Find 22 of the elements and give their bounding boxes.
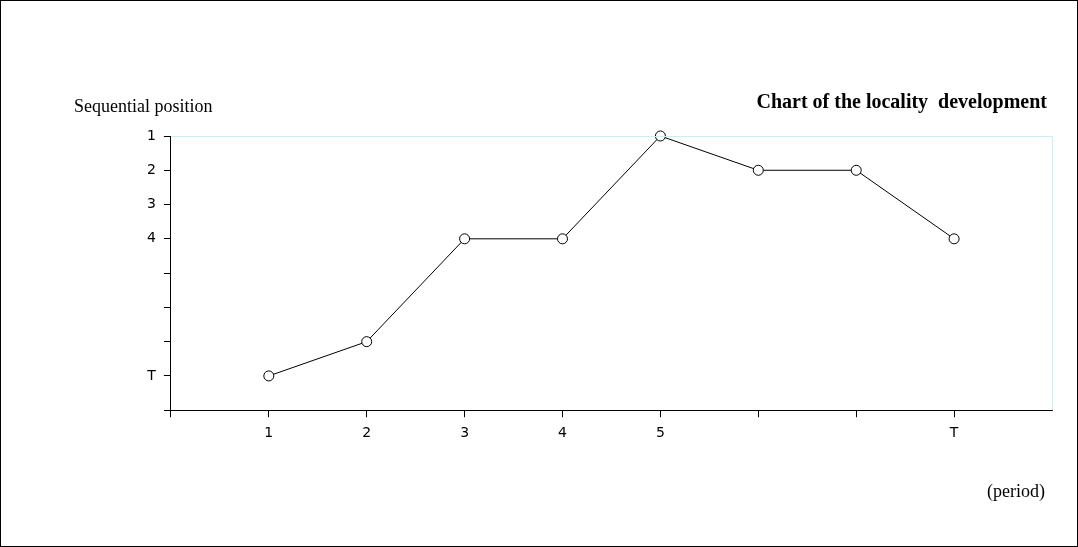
point xyxy=(948,233,960,245)
y-tick-label: 3 xyxy=(146,195,156,212)
x-tick-label: 3 xyxy=(460,424,470,441)
point xyxy=(263,370,275,382)
y-tick-label: T xyxy=(146,366,157,383)
x-tick-label: 1 xyxy=(264,424,274,441)
point xyxy=(557,233,568,245)
y-tick-label: 4 xyxy=(146,229,156,246)
point xyxy=(850,164,862,176)
x-tick-label: T xyxy=(948,424,959,441)
point xyxy=(654,130,666,142)
chart-title: Chart of the locality development xyxy=(756,90,1048,114)
x-tick-label: 5 xyxy=(655,424,665,441)
y-tick-label: 1 xyxy=(146,126,156,143)
point xyxy=(752,164,764,176)
x-tick-label: 2 xyxy=(362,424,372,441)
y-tick-label: 2 xyxy=(146,160,156,177)
point xyxy=(459,233,471,245)
x-axis-title: (period) xyxy=(987,480,1045,502)
point xyxy=(361,336,373,348)
x-tick-label: 4 xyxy=(558,424,568,441)
y-axis-title: Sequential position xyxy=(73,95,213,116)
